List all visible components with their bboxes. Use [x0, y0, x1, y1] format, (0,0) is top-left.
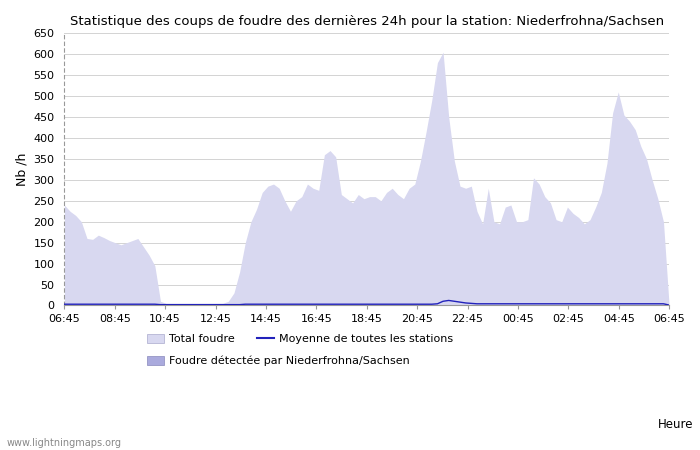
Text: Heure: Heure: [658, 418, 694, 432]
Y-axis label: Nb /h: Nb /h: [15, 153, 28, 186]
Legend: Foudre détectée par Niederfrohna/Sachsen: Foudre détectée par Niederfrohna/Sachsen: [143, 351, 414, 371]
Title: Statistique des coups de foudre des dernières 24h pour la station: Niederfrohna/: Statistique des coups de foudre des dern…: [70, 15, 664, 28]
Text: www.lightningmaps.org: www.lightningmaps.org: [7, 438, 122, 448]
